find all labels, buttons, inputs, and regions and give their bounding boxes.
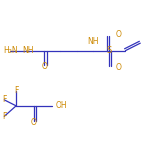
Text: OH: OH [56,101,68,110]
Text: NH: NH [22,46,34,55]
Text: S: S [107,46,112,55]
Text: O: O [41,62,47,71]
Text: O: O [115,62,121,72]
Text: F: F [2,95,7,104]
Text: F: F [2,112,7,121]
Text: NH: NH [87,37,99,46]
Text: O: O [115,30,121,39]
Text: F: F [14,86,18,95]
Text: H₂N: H₂N [3,46,17,55]
Text: O: O [31,118,37,127]
